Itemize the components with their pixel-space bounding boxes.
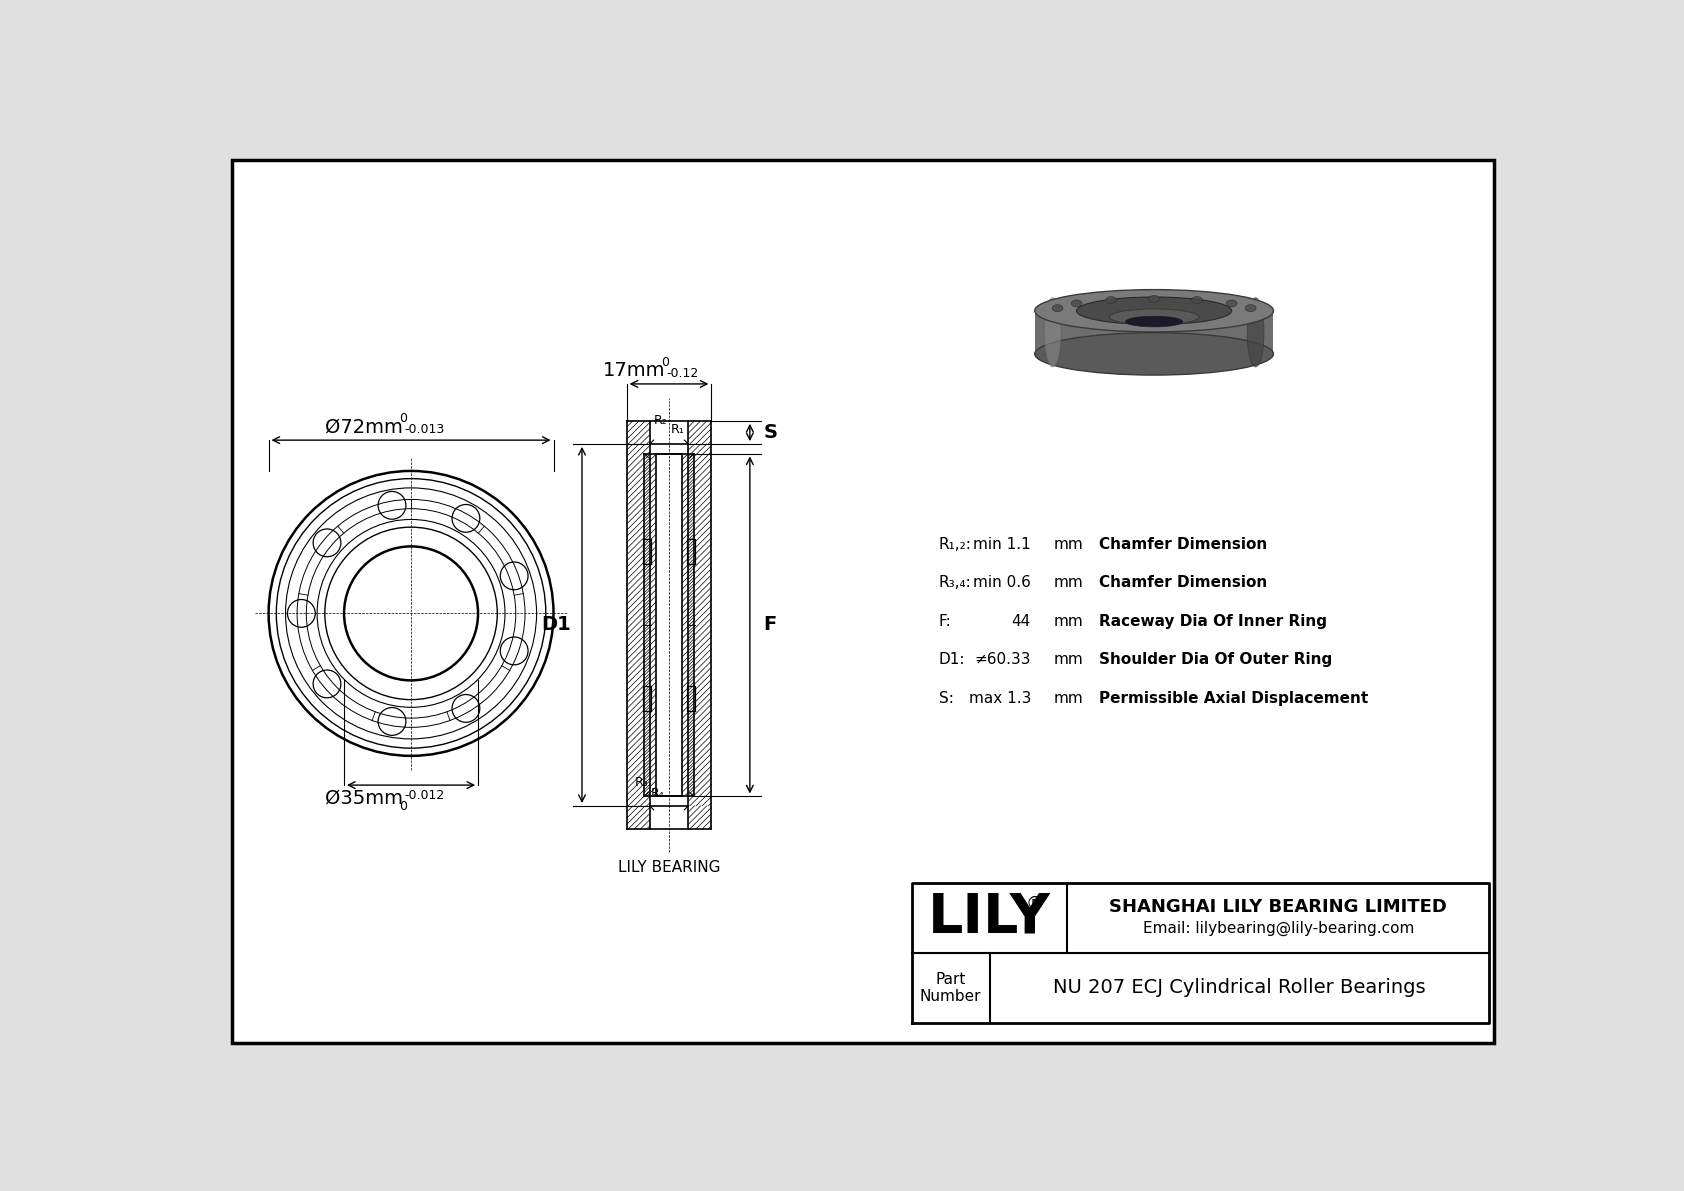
Text: ≠60.33: ≠60.33 bbox=[975, 653, 1031, 667]
Ellipse shape bbox=[1110, 308, 1199, 325]
Text: Raceway Dia Of Inner Ring: Raceway Dia Of Inner Ring bbox=[1098, 613, 1327, 629]
Ellipse shape bbox=[1226, 300, 1238, 307]
Text: mm: mm bbox=[1054, 575, 1084, 590]
Text: LILY BEARING: LILY BEARING bbox=[618, 860, 721, 875]
Text: min 0.6: min 0.6 bbox=[973, 575, 1031, 590]
Ellipse shape bbox=[1044, 298, 1061, 367]
Ellipse shape bbox=[1106, 297, 1116, 304]
Text: Shoulder Dia Of Outer Ring: Shoulder Dia Of Outer Ring bbox=[1098, 653, 1332, 667]
Text: SHANGHAI LILY BEARING LIMITED: SHANGHAI LILY BEARING LIMITED bbox=[1110, 898, 1447, 916]
Text: max 1.3: max 1.3 bbox=[968, 691, 1031, 705]
Text: Chamfer Dimension: Chamfer Dimension bbox=[1098, 575, 1266, 590]
Text: min 1.1: min 1.1 bbox=[973, 537, 1031, 551]
Text: R₁: R₁ bbox=[670, 423, 684, 436]
Text: R₃: R₃ bbox=[635, 777, 648, 788]
Text: D1:: D1: bbox=[938, 653, 965, 667]
Text: S: S bbox=[765, 423, 778, 442]
Text: mm: mm bbox=[1054, 691, 1084, 705]
Text: ®: ® bbox=[1026, 896, 1042, 913]
Text: D1: D1 bbox=[542, 616, 571, 635]
Ellipse shape bbox=[1244, 305, 1256, 312]
Ellipse shape bbox=[1125, 317, 1182, 326]
Text: -0.012: -0.012 bbox=[404, 788, 445, 802]
Text: -0.013: -0.013 bbox=[404, 423, 445, 436]
Ellipse shape bbox=[1034, 332, 1273, 375]
Text: Chamfer Dimension: Chamfer Dimension bbox=[1098, 537, 1266, 551]
Text: 17mm: 17mm bbox=[603, 361, 665, 380]
Text: mm: mm bbox=[1054, 653, 1084, 667]
Text: R₁,₂:: R₁,₂: bbox=[938, 537, 972, 551]
Text: Permissible Axial Displacement: Permissible Axial Displacement bbox=[1098, 691, 1367, 705]
Text: R₃,₄:: R₃,₄: bbox=[938, 575, 972, 590]
Text: S:: S: bbox=[938, 691, 953, 705]
Text: -0.12: -0.12 bbox=[665, 367, 699, 380]
Text: Ø35mm: Ø35mm bbox=[325, 788, 404, 807]
Ellipse shape bbox=[1148, 295, 1160, 303]
Text: 0: 0 bbox=[399, 800, 408, 813]
Text: F: F bbox=[765, 616, 776, 635]
Text: F:: F: bbox=[938, 613, 951, 629]
Text: 44: 44 bbox=[1012, 613, 1031, 629]
Polygon shape bbox=[1034, 311, 1273, 354]
Text: R₂: R₂ bbox=[653, 414, 667, 428]
Ellipse shape bbox=[1076, 297, 1231, 324]
Text: R₄: R₄ bbox=[650, 787, 663, 799]
Ellipse shape bbox=[1248, 298, 1265, 367]
Text: mm: mm bbox=[1054, 537, 1084, 551]
Text: 0: 0 bbox=[399, 412, 408, 425]
Text: Part
Number: Part Number bbox=[919, 972, 982, 1004]
Ellipse shape bbox=[1192, 297, 1202, 304]
Text: 0: 0 bbox=[662, 356, 669, 368]
Text: Ø72mm: Ø72mm bbox=[325, 417, 404, 436]
Ellipse shape bbox=[1071, 300, 1083, 307]
Ellipse shape bbox=[1034, 289, 1273, 332]
Text: NU 207 ECJ Cylindrical Roller Bearings: NU 207 ECJ Cylindrical Roller Bearings bbox=[1052, 979, 1426, 998]
Text: Email: lilybearing@lily-bearing.com: Email: lilybearing@lily-bearing.com bbox=[1142, 921, 1415, 936]
Ellipse shape bbox=[1052, 305, 1063, 312]
Text: mm: mm bbox=[1054, 613, 1084, 629]
Text: LILY: LILY bbox=[928, 891, 1051, 944]
